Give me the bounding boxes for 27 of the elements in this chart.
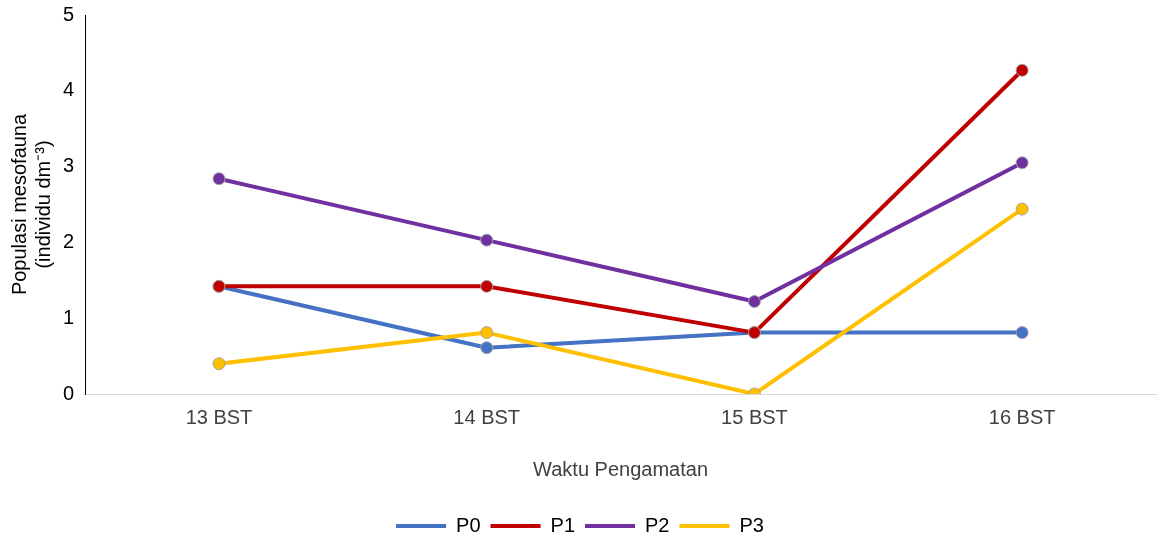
- point: [1015, 326, 1029, 340]
- y-tick-label: 2: [63, 229, 75, 252]
- x-tick-label: 16 BST: [988, 405, 1056, 428]
- y-axis-title: Populasi mesofauna (individu dm⁻³): [7, 113, 54, 296]
- x-axis-title: Waktu Pengamatan: [533, 457, 709, 480]
- point: [212, 172, 226, 186]
- point: [747, 295, 761, 309]
- legend-label: P1: [550, 513, 576, 536]
- point: [480, 233, 494, 247]
- y-tick-label: 5: [63, 2, 75, 25]
- point: [1015, 202, 1029, 216]
- y-tick-label: 3: [63, 154, 75, 177]
- x-tick-label: 14 BST: [453, 405, 521, 428]
- legend-label: P3: [739, 513, 764, 536]
- point: [480, 341, 494, 355]
- point: [1015, 63, 1029, 77]
- x-tick-label: 13 BST: [185, 405, 253, 428]
- x-tick-label: 15 BST: [721, 405, 788, 428]
- y-tick-label: 4: [63, 78, 75, 101]
- point: [212, 357, 226, 371]
- point: [480, 326, 494, 340]
- y-tick-label: 1: [63, 305, 75, 328]
- point: [480, 279, 494, 293]
- point: [1015, 156, 1029, 170]
- legend-label: P2: [645, 513, 670, 536]
- legend-label: P0: [456, 513, 481, 536]
- y-tick-label: 0: [63, 381, 75, 404]
